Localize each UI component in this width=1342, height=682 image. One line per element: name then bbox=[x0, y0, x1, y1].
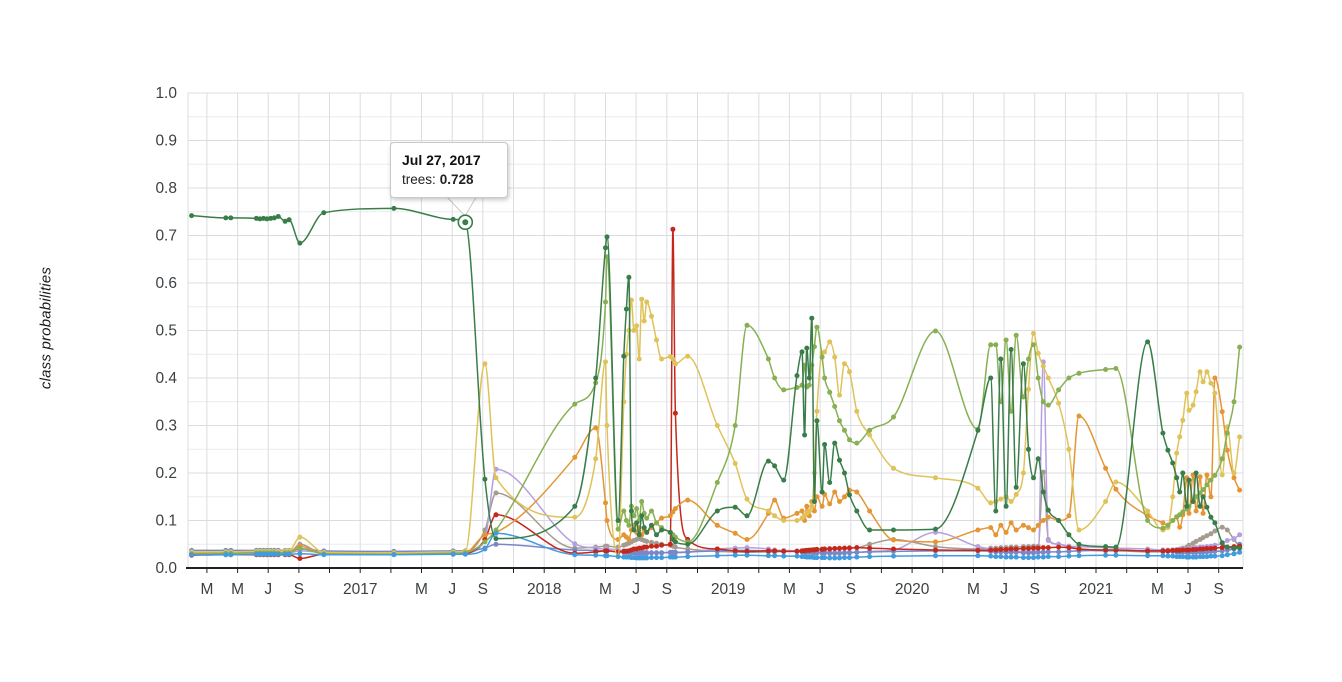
x-axis bbox=[186, 567, 1243, 573]
svg-text:M: M bbox=[783, 581, 796, 598]
svg-text:0.5: 0.5 bbox=[155, 323, 177, 340]
svg-text:M: M bbox=[415, 581, 428, 598]
tooltip-date: Jul 27, 2017 bbox=[402, 152, 481, 168]
y-axis-title: class probabilities bbox=[37, 266, 55, 390]
svg-text:J: J bbox=[632, 581, 640, 598]
svg-text:S: S bbox=[478, 581, 488, 598]
svg-text:2019: 2019 bbox=[711, 581, 745, 598]
svg-text:0.2: 0.2 bbox=[155, 465, 177, 482]
series-water bbox=[189, 530, 1243, 561]
svg-text:0.8: 0.8 bbox=[155, 180, 177, 197]
svg-text:2021: 2021 bbox=[1079, 581, 1113, 598]
tooltip-value: 0.728 bbox=[439, 171, 474, 187]
svg-text:S: S bbox=[662, 581, 672, 598]
svg-text:M: M bbox=[967, 581, 980, 598]
svg-text:2017: 2017 bbox=[343, 581, 377, 598]
series-trees bbox=[189, 205, 1243, 551]
svg-text:0.3: 0.3 bbox=[155, 418, 177, 435]
svg-text:S: S bbox=[294, 581, 304, 598]
svg-text:J: J bbox=[264, 581, 272, 598]
svg-text:M: M bbox=[599, 581, 612, 598]
svg-text:S: S bbox=[846, 581, 856, 598]
gridlines bbox=[187, 92, 1244, 568]
tooltip: Jul 27, 2017 trees: 0.728 bbox=[390, 142, 508, 199]
svg-text:0.6: 0.6 bbox=[155, 275, 177, 292]
tooltip-series-label: trees: bbox=[402, 171, 436, 187]
axis-labels: M M J S 2017 M J S 2018 M J S 2019 M J S 2020 M J S 2021 M J S 0… bbox=[155, 85, 1223, 598]
svg-text:J: J bbox=[1000, 581, 1008, 598]
svg-text:S: S bbox=[1214, 581, 1224, 598]
svg-text:J: J bbox=[816, 581, 824, 598]
svg-text:2020: 2020 bbox=[895, 581, 930, 598]
svg-text:2018: 2018 bbox=[527, 581, 561, 598]
svg-text:S: S bbox=[1030, 581, 1040, 598]
svg-text:M: M bbox=[200, 581, 213, 598]
svg-text:1.0: 1.0 bbox=[155, 85, 177, 102]
svg-text:M: M bbox=[1151, 581, 1164, 598]
svg-text:M: M bbox=[231, 581, 244, 598]
svg-text:0.9: 0.9 bbox=[155, 133, 177, 150]
svg-text:0.0: 0.0 bbox=[155, 560, 177, 577]
tooltip-pointer bbox=[446, 194, 477, 216]
svg-text:0.1: 0.1 bbox=[155, 513, 177, 530]
svg-text:J: J bbox=[448, 581, 456, 598]
series-shrub_and_scrub bbox=[189, 296, 1243, 559]
svg-text:0.4: 0.4 bbox=[155, 370, 177, 387]
tooltip-value-row: trees: 0.728 bbox=[402, 171, 496, 190]
highlighted-point[interactable] bbox=[457, 214, 474, 230]
svg-text:0.7: 0.7 bbox=[155, 228, 177, 245]
svg-text:J: J bbox=[1184, 581, 1192, 598]
